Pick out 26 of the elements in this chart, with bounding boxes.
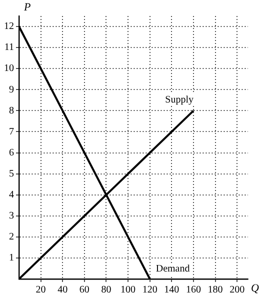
x-tick-label: 20: [36, 284, 46, 296]
y-axis-title: P: [23, 1, 31, 14]
y-tick-label: 8: [9, 105, 14, 116]
y-tick-label: 4: [9, 189, 14, 200]
x-tick-label: 160: [186, 284, 201, 296]
x-tick-label: 140: [164, 284, 180, 296]
y-tick-label: 12: [4, 21, 14, 32]
x-tick-label: 60: [79, 284, 90, 296]
y-tick-label: 7: [9, 126, 14, 138]
x-tick-label: 40: [58, 284, 68, 296]
x-tick-label: 120: [142, 284, 158, 296]
y-tick-label: 2: [9, 232, 14, 243]
x-tick-label: 100: [120, 284, 136, 296]
series-label: Demand: [156, 264, 190, 275]
y-tick-label: 11: [4, 42, 14, 54]
y-tick-label: 10: [4, 63, 14, 74]
x-tick-label: 80: [101, 284, 112, 296]
x-tick-label: 180: [208, 284, 223, 296]
y-tick-label: 3: [9, 210, 14, 222]
x-tick-label: 200: [230, 284, 245, 296]
x-axis-title: Q: [251, 282, 259, 294]
y-tick-label: 9: [9, 84, 14, 96]
y-tick-label: 5: [9, 168, 14, 180]
series-label: Supply: [165, 94, 194, 106]
y-tick-label: 1: [9, 252, 14, 264]
y-tick-label: 6: [9, 147, 14, 158]
